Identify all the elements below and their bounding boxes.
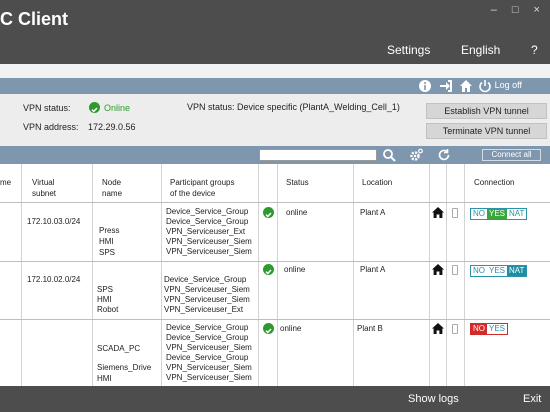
home-icon[interactable]	[432, 207, 444, 218]
row-group: VPN_Serviceuser_Siem	[164, 285, 250, 294]
toggle-no[interactable]: NO	[471, 266, 487, 276]
menu-help[interactable]: ?	[531, 43, 538, 57]
mobile-icon	[452, 324, 458, 334]
login-icon[interactable]	[439, 79, 453, 93]
row-status: online	[284, 265, 306, 274]
row-node-name: Robot	[97, 305, 119, 314]
connection-toggle[interactable]: NO YES NAT	[470, 208, 528, 220]
row-group: VPN_Serviceuser_Siem	[166, 237, 252, 246]
col-header-groups-1[interactable]: Participant groups	[170, 178, 235, 187]
row-group: VPN_Serviceuser_Ext	[164, 305, 244, 314]
toggle-no[interactable]: NO	[471, 324, 487, 334]
row-status: online	[280, 324, 302, 333]
row-node-name: HMI	[97, 295, 112, 304]
row-node-name: HMI	[97, 374, 112, 383]
exit-button[interactable]: Exit	[523, 393, 542, 405]
col-header-location[interactable]: Location	[362, 178, 393, 187]
toggle-nat[interactable]: NAT	[507, 266, 527, 276]
row-location: Plant B	[357, 324, 383, 333]
row-subnet: 172.10.02.0/24	[27, 275, 81, 284]
row-group: Device_Service_Group	[164, 275, 247, 284]
show-logs-button[interactable]: Show logs	[408, 393, 459, 405]
row-group: VPN_Serviceuser_Siem	[166, 343, 252, 352]
check-circle-icon	[263, 323, 274, 334]
connection-toggle[interactable]: NO YES	[470, 323, 509, 335]
info-icon[interactable]	[418, 79, 432, 93]
vpn-status-value: Online	[104, 103, 131, 113]
row-group: Device_Service_Group	[166, 333, 249, 342]
user-bar: Log off	[0, 78, 550, 94]
check-circle-icon	[89, 102, 100, 113]
vpn-address-label: VPN address:	[23, 122, 79, 132]
row-node-name: SPS	[99, 248, 116, 257]
row-group: Device_Service_Group	[166, 353, 249, 362]
row-node-name: SCADA_PC	[97, 344, 141, 353]
col-header-groups-2[interactable]: of the device	[170, 189, 216, 198]
home-icon[interactable]	[459, 79, 473, 93]
row-group: VPN_Serviceuser_Siem	[166, 373, 252, 382]
title-bar: C Client – □ ×	[0, 0, 550, 38]
toggle-yes[interactable]: YES	[487, 209, 508, 219]
col-header-name[interactable]: me	[0, 178, 12, 187]
row-group: VPN_Serviceuser_Siem	[166, 363, 252, 372]
row-location: Plant A	[360, 208, 386, 217]
gear-icon[interactable]	[409, 148, 423, 162]
row-group: VPN_Serviceuser_Ext	[166, 227, 246, 236]
mobile-icon	[452, 208, 458, 218]
power-icon[interactable]	[478, 79, 492, 93]
terminate-vpn-button[interactable]: Terminate VPN tunnel	[426, 123, 547, 139]
connect-all-button[interactable]: Connect all	[482, 149, 541, 161]
row-node-name: SPS	[97, 285, 114, 294]
home-icon[interactable]	[432, 264, 444, 275]
col-header-subnet-2[interactable]: subnet	[32, 189, 57, 198]
status-panel: VPN status: Online VPN address: 172.29.0…	[0, 94, 550, 146]
table-toolbar: Connect all	[0, 146, 550, 164]
toggle-yes[interactable]: YES	[487, 324, 508, 334]
refresh-icon[interactable]	[437, 148, 451, 162]
toggle-no[interactable]: NO	[471, 209, 487, 219]
row-group: Device_Service_Group	[166, 323, 249, 332]
col-header-connection[interactable]: Connection	[474, 178, 515, 187]
menu-settings[interactable]: Settings	[387, 43, 431, 57]
row-status: online	[286, 208, 308, 217]
row-node-name: Press	[99, 226, 120, 235]
row-group: Device_Service_Group	[166, 217, 249, 226]
toggle-nat[interactable]: NAT	[507, 209, 527, 219]
toggle-yes[interactable]: YES	[487, 266, 508, 276]
col-header-node-2[interactable]: name	[102, 189, 123, 198]
row-node-name: HMI	[99, 237, 114, 246]
device-status-value: Device specific (PlantA_Welding_Cell_1)	[237, 102, 400, 112]
mobile-icon	[452, 265, 458, 275]
col-header-node-1[interactable]: Node	[102, 178, 122, 187]
vpn-status-label: VPN status:	[23, 103, 71, 113]
connection-toggle[interactable]: NO YES NAT	[470, 265, 528, 277]
app-title: C Client	[0, 9, 69, 29]
spacer-bar	[0, 64, 550, 78]
log-off-link[interactable]: Log off	[494, 80, 522, 90]
menu-bar: Settings English ?	[0, 38, 550, 64]
device-status-label: VPN status:	[187, 102, 235, 112]
row-location: Plant A	[360, 265, 386, 274]
search-icon[interactable]	[382, 148, 396, 162]
menu-language[interactable]: English	[461, 43, 501, 57]
device-table: me Virtual subnet Node name Participant …	[0, 164, 550, 386]
check-circle-icon	[263, 207, 274, 218]
vpn-address-value: 172.29.0.56	[88, 122, 136, 132]
row-group: Device_Service_Group	[166, 207, 249, 216]
col-header-status[interactable]: Status	[286, 178, 309, 187]
home-icon[interactable]	[432, 323, 444, 334]
row-group: VPN_Serviceuser_Siem	[166, 247, 252, 256]
col-header-subnet-1[interactable]: Virtual	[32, 178, 55, 187]
check-circle-icon	[263, 264, 274, 275]
row-node-name: Siemens_Drive	[97, 363, 152, 372]
establish-vpn-button[interactable]: Establish VPN tunnel	[426, 103, 547, 119]
footer-bar: Show logs Exit	[0, 386, 550, 412]
search-input[interactable]	[259, 149, 377, 161]
row-subnet: 172.10.03.0/24	[27, 217, 81, 226]
row-group: VPN_Serviceuser_Siem	[164, 295, 250, 304]
window-controls[interactable]: – □ ×	[490, 4, 546, 16]
